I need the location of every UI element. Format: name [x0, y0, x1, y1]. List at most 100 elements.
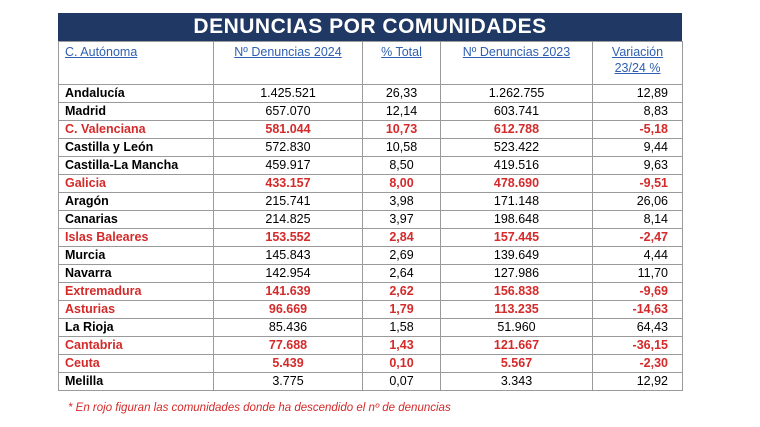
table-cell: C. Valenciana	[58, 120, 214, 139]
table-row: Islas Baleares 153.552 2,84 157.445 -2,47	[58, 228, 683, 247]
table-cell: 1,58	[362, 318, 441, 337]
table-cell: 12,89	[592, 84, 683, 103]
table-cell: Castilla y León	[58, 138, 214, 157]
title: DENUNCIAS POR COMUNIDADES	[58, 13, 682, 41]
table-row: Castilla y León 572.830 10,58 523.422 9,44	[58, 138, 683, 157]
table-cell: 0,07	[362, 372, 441, 391]
table-cell: 2,84	[362, 228, 441, 247]
table-cell: Asturias	[58, 300, 214, 319]
table-cell: 127.986	[440, 264, 593, 283]
table-row: Navarra 142.954 2,64 127.986 11,70	[58, 264, 683, 283]
table-cell: 12,92	[592, 372, 683, 391]
table-row: Galicia 433.157 8,00 478.690 -9,51	[58, 174, 683, 193]
header-cell: Nº Denuncias 2023	[440, 41, 593, 85]
table-cell: 2,62	[362, 282, 441, 301]
table-cell: 8,14	[592, 210, 683, 229]
table-cell: 3.775	[213, 372, 363, 391]
table-cell: 121.667	[440, 336, 593, 355]
table-cell: 64,43	[592, 318, 683, 337]
table-cell: 433.157	[213, 174, 363, 193]
table-cell: 3,97	[362, 210, 441, 229]
header-row: C. Autónoma Nº Denuncias 2024% Total Nº De…	[58, 41, 683, 85]
table-cell: 2,64	[362, 264, 441, 283]
table-cell: Aragón	[58, 192, 214, 211]
header-cell: % Total	[362, 41, 441, 85]
table-cell: 215.741	[213, 192, 363, 211]
table-cell: 77.688	[213, 336, 363, 355]
table-cell: Islas Baleares	[58, 228, 214, 247]
table-cell: 214.825	[213, 210, 363, 229]
table-cell: 96.669	[213, 300, 363, 319]
table-cell: Melilla	[58, 372, 214, 391]
table-cell: 3.343	[440, 372, 593, 391]
table-cell: 12,14	[362, 102, 441, 121]
table-cell: 51.960	[440, 318, 593, 337]
table-cell: 9,44	[592, 138, 683, 157]
table-cell: 141.639	[213, 282, 363, 301]
table-cell: 5.567	[440, 354, 593, 373]
footnote: * En rojo figuran las comunidades donde …	[68, 402, 451, 414]
table-cell: -2,47	[592, 228, 683, 247]
table-cell: -2,30	[592, 354, 683, 373]
table-cell: Canarias	[58, 210, 214, 229]
table-cell: 139.649	[440, 246, 593, 265]
table-row: Cantabria 77.688 1,43 121.667 -36,15	[58, 336, 683, 355]
table-cell: -9,51	[592, 174, 683, 193]
table-row: Andalucía 1.425.521 26,33 1.262.755 12,89	[58, 84, 683, 103]
table-cell: Andalucía	[58, 84, 214, 103]
table-cell: 657.070	[213, 102, 363, 121]
table-cell: 8,00	[362, 174, 441, 193]
table-cell: 1,43	[362, 336, 441, 355]
table-cell: 419.516	[440, 156, 593, 175]
table-cell: 85.436	[213, 318, 363, 337]
table-cell: 9,63	[592, 156, 683, 175]
table-cell: 1.262.755	[440, 84, 593, 103]
table-cell: -36,15	[592, 336, 683, 355]
table-cell: 142.954	[213, 264, 363, 283]
table-cell: 3,98	[362, 192, 441, 211]
table-cell: 113.235	[440, 300, 593, 319]
table-row: Madrid 657.070 12,14 603.741 8,83	[58, 102, 683, 121]
table-cell: 26,06	[592, 192, 683, 211]
table-cell: Cantabria	[58, 336, 214, 355]
table-cell: 198.648	[440, 210, 593, 229]
table-cell: 5.439	[213, 354, 363, 373]
table-cell: 1,79	[362, 300, 441, 319]
table-cell: 4,44	[592, 246, 683, 265]
table-row: Melilla 3.775 0,07 3.343 12,92	[58, 372, 683, 391]
table-row: Canarias 214.825 3,97 198.648 8,14	[58, 210, 683, 229]
table-row: Castilla-La Mancha 459.917 8,50 419.516 9,63	[58, 156, 683, 175]
table-cell: 572.830	[213, 138, 363, 157]
table-cell: 0,10	[362, 354, 441, 373]
table-cell: 157.445	[440, 228, 593, 247]
table-row: Aragón 215.741 3,98 171.148 26,06	[58, 192, 683, 211]
table-cell: 523.422	[440, 138, 593, 157]
table: C. Autónoma Nº Denuncias 2024% Total Nº De…	[58, 41, 683, 391]
table-cell: -9,69	[592, 282, 683, 301]
table-cell: 2,69	[362, 246, 441, 265]
header-cell: Nº Denuncias 2024	[213, 41, 363, 85]
table-cell: Galicia	[58, 174, 214, 193]
table-cell: 581.044	[213, 120, 363, 139]
table-cell: 10,58	[362, 138, 441, 157]
table-cell: 1.425.521	[213, 84, 363, 103]
table-panel: DENUNCIAS POR COMUNIDADES C. Autónoma Nº …	[58, 13, 683, 391]
table-cell: -5,18	[592, 120, 683, 139]
table-cell: 8,50	[362, 156, 441, 175]
table-cell: 459.917	[213, 156, 363, 175]
table-row: Ceuta 5.439 0,10 5.567 -2,30	[58, 354, 683, 373]
table-cell: 156.838	[440, 282, 593, 301]
table-row: La Rioja 85.436 1,58 51.960 64,43	[58, 318, 683, 337]
table-cell: 26,33	[362, 84, 441, 103]
table-cell: Navarra	[58, 264, 214, 283]
table-cell: -14,63	[592, 300, 683, 319]
table-row: Asturias 96.669 1,79 113.235 -14,63	[58, 300, 683, 319]
table-cell: 145.843	[213, 246, 363, 265]
table-cell: 603.741	[440, 102, 593, 121]
table-cell: La Rioja	[58, 318, 214, 337]
table-cell: Madrid	[58, 102, 214, 121]
table-cell: 11,70	[592, 264, 683, 283]
table-cell: 478.690	[440, 174, 593, 193]
table-cell: 8,83	[592, 102, 683, 121]
